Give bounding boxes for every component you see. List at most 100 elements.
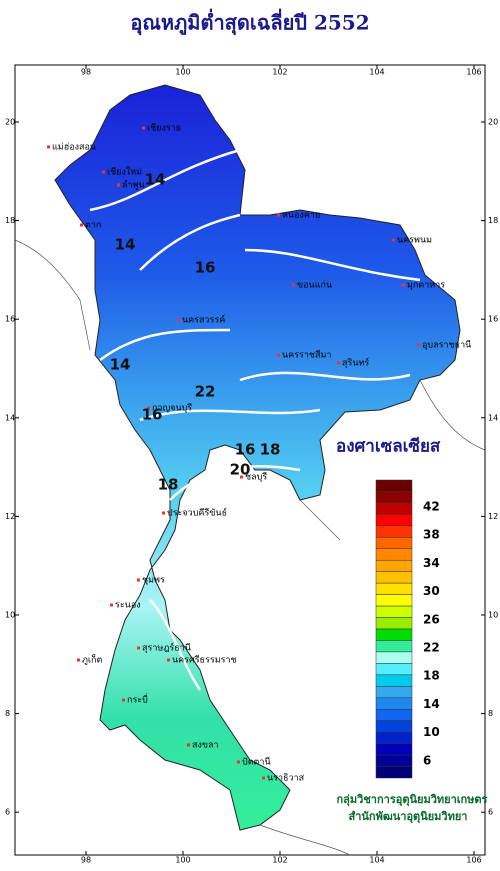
contour-label: 16	[195, 259, 216, 277]
lat-label: 8	[5, 709, 10, 718]
legend-label: 42	[423, 500, 440, 514]
contour-label: 14	[115, 236, 136, 254]
legend-swatch	[375, 617, 413, 630]
station	[80, 223, 83, 227]
station	[122, 698, 125, 702]
legend-swatch	[375, 548, 413, 561]
lat-label: 12	[488, 512, 498, 521]
legend-swatch	[375, 594, 413, 607]
lat-label: 20	[5, 118, 15, 127]
place-label: เชียงราย	[147, 123, 181, 134]
station	[337, 361, 340, 365]
place-label: ชลบุรี	[245, 472, 267, 483]
legend-label: 22	[423, 641, 440, 655]
lon-label: 106	[466, 856, 481, 865]
lon-label: 98	[81, 856, 91, 865]
station	[110, 603, 113, 607]
place-label: อุบลราชธานี	[422, 340, 471, 351]
station	[392, 238, 395, 242]
station	[187, 743, 190, 747]
place-label: ระนอง	[115, 601, 141, 611]
legend: 42 38 34 30 26 22 18 14 10 6	[375, 479, 440, 779]
place-label: ขอนแก่น	[297, 281, 332, 291]
legend-label: 14	[423, 697, 440, 711]
place-label: สุรินทร์	[342, 357, 369, 369]
lat-label: 14	[5, 413, 15, 422]
contour-label: 20	[230, 461, 251, 479]
legend-label: 10	[423, 725, 440, 739]
station	[147, 406, 150, 410]
contour-label: 18	[158, 476, 179, 494]
legend-label: 26	[423, 612, 440, 626]
legend-label: 34	[423, 556, 440, 570]
legend-swatch	[375, 674, 413, 687]
station	[137, 646, 140, 650]
station	[77, 658, 80, 662]
place-label: กระบี่	[127, 693, 148, 706]
lat-label: 6	[5, 808, 10, 817]
station	[102, 170, 105, 174]
lat-label: 16	[5, 315, 15, 324]
lat-label: 18	[5, 216, 15, 225]
place-label: สงขลา	[192, 741, 219, 751]
lon-label: 102	[272, 68, 287, 77]
legend-swatch	[375, 651, 413, 664]
legend-swatch	[375, 479, 413, 492]
station	[237, 760, 240, 764]
lat-label: 12	[5, 512, 15, 521]
lon-label: 106	[466, 68, 481, 77]
station	[277, 213, 280, 217]
lon-label: 100	[175, 856, 190, 865]
lat-label: 6	[488, 808, 493, 817]
lat-label: 8	[488, 709, 493, 718]
place-label: มุกดาหาร	[407, 281, 445, 291]
station	[47, 145, 50, 149]
place-label: เชียงใหม่	[107, 167, 142, 178]
legend-swatch	[375, 628, 413, 641]
place-label: ลำพูน	[122, 180, 145, 191]
station	[117, 183, 120, 187]
legend-swatch	[375, 537, 413, 550]
place-label: นครราชสีมา	[282, 350, 331, 361]
lat-label: 10	[488, 611, 498, 620]
legend-swatch	[375, 720, 413, 733]
station	[402, 283, 405, 287]
place-label: แม่ฮ่องสอน	[52, 143, 96, 153]
place-label: นครศรีธรรมราช	[172, 655, 237, 666]
legend-swatch	[375, 686, 413, 699]
station	[240, 475, 243, 479]
lon-label: 102	[272, 856, 287, 865]
lat-label: 18	[488, 216, 498, 225]
legend-swatch	[375, 708, 413, 721]
place-label: นครสวรรค์	[182, 314, 225, 326]
map-title: อุณหภูมิต่ำสุดเฉลี่ยปี 2552	[130, 8, 369, 37]
station	[137, 578, 140, 582]
contours	[89, 148, 421, 691]
legend-swatch	[375, 605, 413, 618]
lat-label: 10	[5, 611, 15, 620]
legend-swatch	[375, 582, 413, 595]
legend-title: องศาเซลเซียส	[336, 436, 441, 457]
station	[292, 283, 295, 287]
legend-swatch	[375, 571, 413, 584]
legend-swatch	[375, 525, 413, 538]
lat-label: 14	[488, 413, 498, 422]
lon-label: 104	[369, 856, 384, 865]
legend-swatch	[375, 502, 413, 515]
station	[167, 658, 170, 662]
contour-label: 16	[235, 441, 256, 459]
station	[417, 343, 420, 347]
lon-label: 98	[81, 68, 91, 77]
place-label: ภูเก็ต	[82, 653, 102, 666]
lon-label: 100	[175, 68, 190, 77]
place-label: ตาก	[85, 221, 101, 231]
station	[177, 318, 180, 322]
station	[142, 126, 145, 130]
place-label: ปัตตานี	[242, 757, 271, 768]
lat-label: 20	[488, 118, 498, 127]
place-label: กาญจนบุรี	[152, 403, 192, 414]
borders	[14, 239, 486, 856]
legend-swatch	[375, 697, 413, 710]
station	[262, 776, 265, 780]
